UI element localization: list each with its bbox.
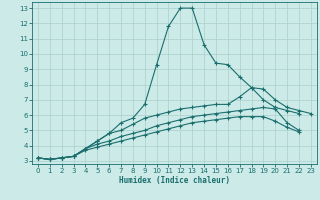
X-axis label: Humidex (Indice chaleur): Humidex (Indice chaleur) (119, 176, 230, 185)
